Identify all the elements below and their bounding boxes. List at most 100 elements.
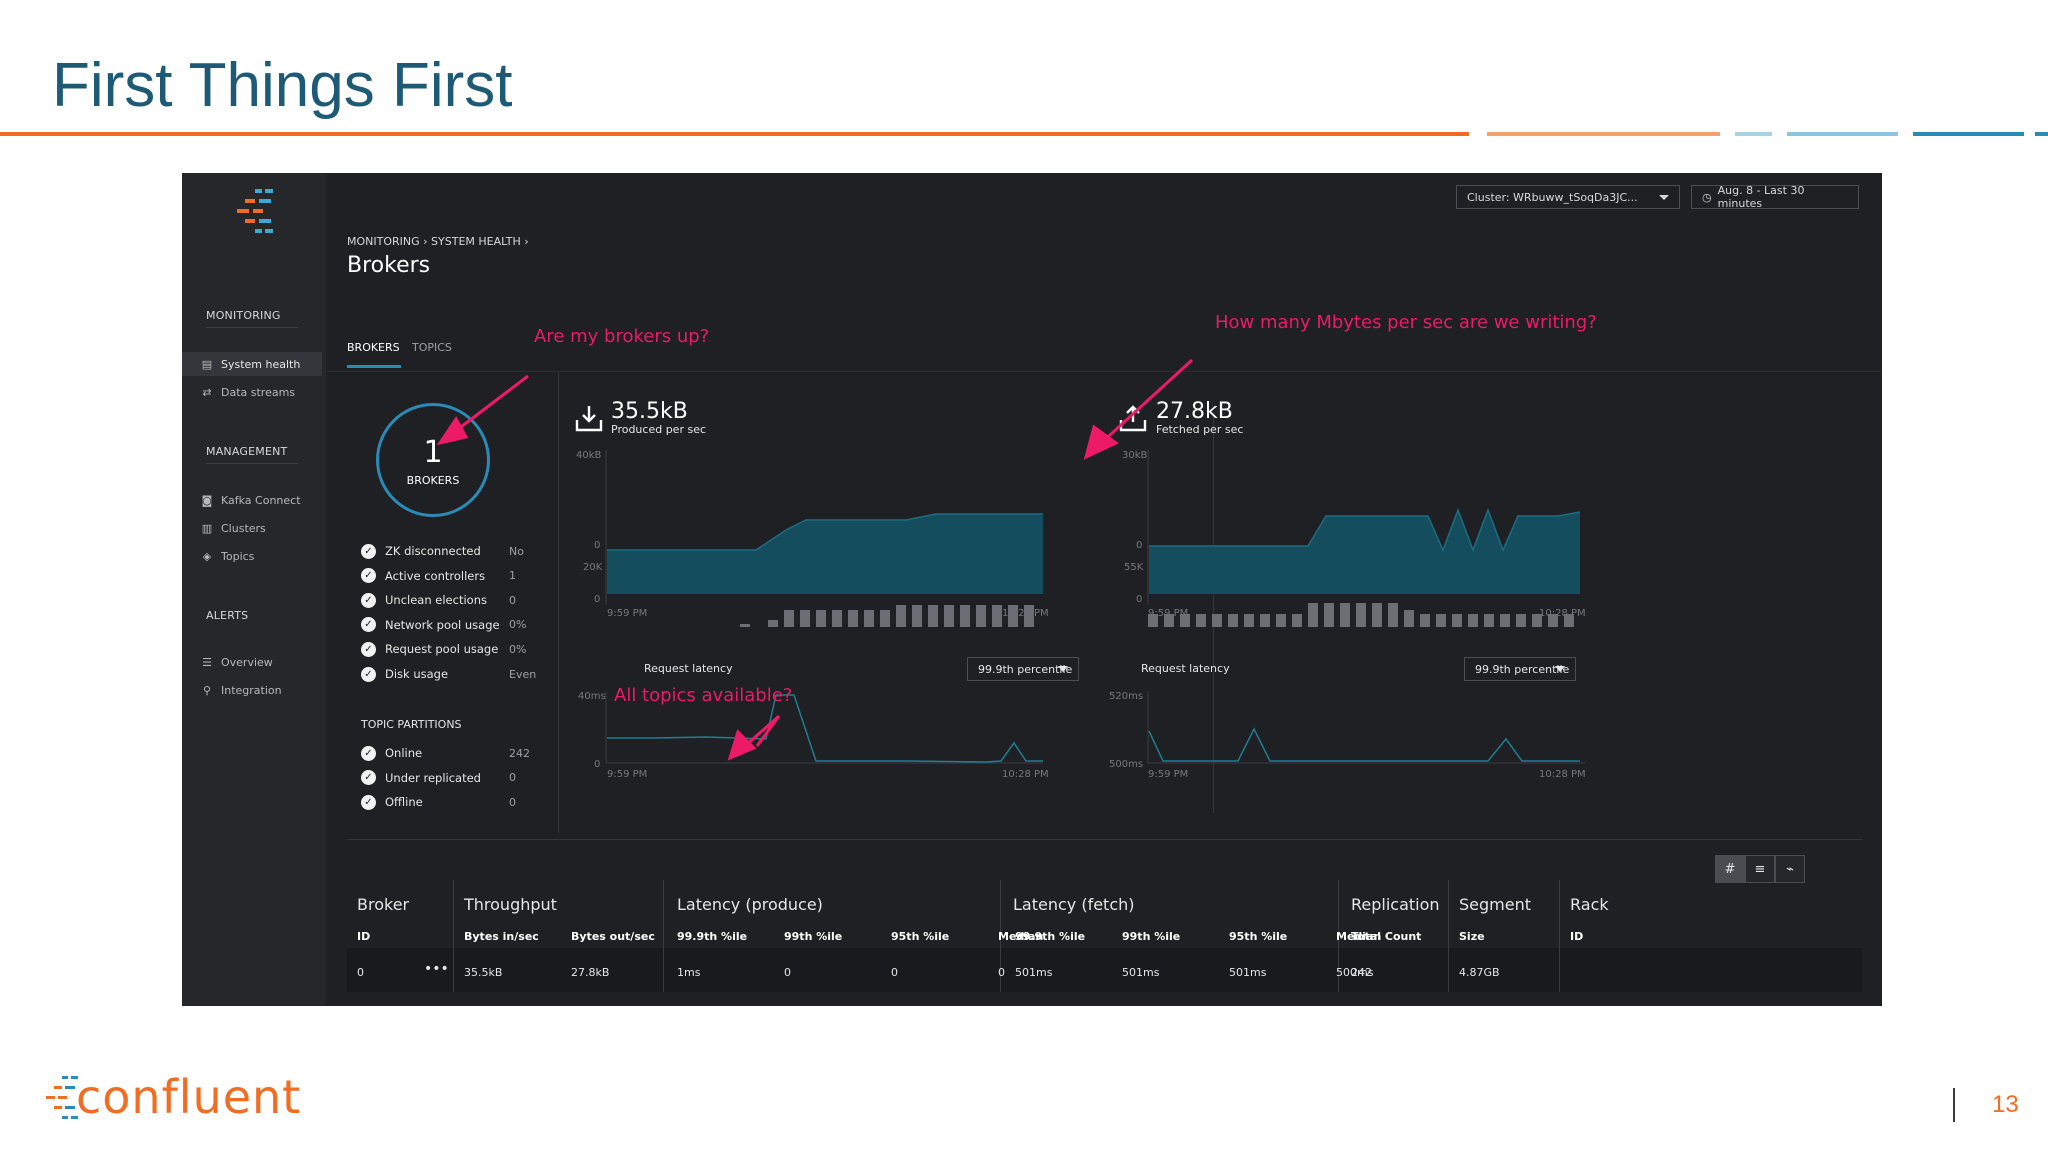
sidebar-item-label: System health [221, 357, 301, 371]
divider [1000, 880, 1001, 992]
annotation-mbytes: How many Mbytes per sec are we writing? [1215, 312, 1597, 333]
integration-icon: ⚲ [202, 683, 212, 697]
fetched-latency-x-end: 10:28 PM [1539, 769, 1586, 780]
time-range-value: Aug. 8 - Last 30 minutes [1717, 184, 1805, 210]
table-column-header[interactable]: 99.9th %ile [677, 930, 748, 943]
produced-message-bars [740, 605, 1034, 627]
table-group-header: Broker [357, 895, 410, 914]
table-group-header: Throughput [464, 895, 557, 914]
topic-partitions-title: TOPIC PARTITIONS [361, 718, 462, 731]
table-column-header[interactable]: Bytes out/sec [571, 930, 655, 943]
table-cell: 500ms [1336, 966, 1374, 979]
table-row[interactable] [347, 948, 1862, 992]
topic-partition-value: 0 [509, 795, 516, 809]
cluster-select[interactable]: Cluster: WRbuww_tSoqDa3JC... [1456, 185, 1680, 209]
table-column-header[interactable]: 95th %ile [1229, 930, 1288, 943]
check-icon: ✓ [361, 641, 376, 657]
table-cell: 4.87GB [1459, 966, 1500, 979]
table-column-header[interactable]: ID [357, 930, 371, 943]
confluent-logo-icon [237, 189, 273, 233]
tab-brokers[interactable]: BROKERS [347, 341, 400, 354]
divider [347, 839, 1862, 840]
table-column-header[interactable]: 95th %ile [891, 930, 950, 943]
sidebar-item-label: Data streams [221, 385, 296, 399]
table-cell: 501ms [1015, 966, 1053, 979]
table-cell: 1ms [677, 966, 701, 979]
sidebar-item-data-streams[interactable]: ⇄ Data streams [182, 380, 322, 404]
table-column-header[interactable]: 99th %ile [784, 930, 843, 943]
list-view-button[interactable]: ≡ [1745, 855, 1775, 883]
table-column-header[interactable]: 99.9th %ile [1015, 930, 1086, 943]
produced-percentile-value: 99.9th percentile [978, 662, 1073, 676]
fetched-latency-x-start: 9:59 PM [1148, 769, 1189, 780]
topic-partition-row: ✓ Online 242 [361, 743, 530, 763]
health-check-value: Even [509, 667, 537, 681]
sidebar-item-clusters[interactable]: ▥ Clusters [182, 516, 322, 540]
title-rule-sky [1787, 132, 1898, 136]
chart-icon: ▤ [201, 357, 213, 371]
produced-latency-label: Request latency [644, 662, 733, 675]
table-column-header[interactable]: Bytes in/sec [464, 930, 539, 943]
sidebar-item-system-health[interactable]: ▤ System health [182, 352, 322, 376]
sidebar-item-overview[interactable]: ☰ Overview [182, 650, 322, 674]
breadcrumb-monitoring[interactable]: MONITORING [347, 235, 420, 248]
health-check-value: 1 [509, 569, 516, 583]
fetched-y-zero: 0 [1136, 540, 1143, 551]
sidebar-item-topics[interactable]: ◈ Topics [182, 544, 322, 568]
health-check-label: Request pool usage [385, 642, 499, 657]
chevron-down-icon [1555, 666, 1565, 672]
table-column-header[interactable]: ID [1570, 930, 1584, 943]
divider [206, 463, 298, 464]
table-cell: 501ms [1122, 966, 1160, 979]
check-icon: ✓ [361, 745, 376, 761]
sidebar-item-integration[interactable]: ⚲ Integration [182, 678, 322, 702]
grid-view-button[interactable]: # [1715, 855, 1745, 883]
table-column-header[interactable]: Size [1459, 930, 1485, 943]
produced-latency-x-start: 9:59 PM [607, 769, 648, 780]
sidebar-section-monitoring: MONITORING [206, 309, 281, 322]
table-group-header: Latency (produce) [677, 895, 823, 914]
sidebar-item-label: Integration [221, 683, 282, 697]
topics-icon: ◈ [202, 549, 212, 563]
table-column-header[interactable]: Median [1336, 930, 1382, 943]
produced-bar-zero: 0 [594, 594, 601, 605]
divider [1448, 880, 1449, 992]
chart-view-button[interactable]: ⌁ [1775, 855, 1805, 883]
confluent-logo-icon [46, 1076, 78, 1119]
fetched-latency-bottom: 500ms [1109, 759, 1144, 770]
table-column-header[interactable]: Median [998, 930, 1044, 943]
table-cell: 0 [784, 966, 791, 979]
topic-partition-row: ✓ Offline 0 [361, 792, 516, 812]
fetched-latency-top: 520ms [1109, 691, 1144, 702]
health-check-label: Unclean elections [385, 593, 487, 608]
sidebar-item-label: Clusters [221, 521, 266, 535]
table-cell: 501ms [1229, 966, 1267, 979]
brokers-ring [376, 403, 490, 517]
table-column-header[interactable]: 99th %ile [1122, 930, 1181, 943]
fetched-value: 27.8kB [1156, 399, 1233, 424]
cluster-select-value: Cluster: WRbuww_tSoqDa3JC... [1467, 190, 1638, 204]
list-icon: ☰ [202, 655, 212, 669]
time-range-select[interactable]: ◷ Aug. 8 - Last 30 minutes [1691, 184, 1859, 210]
title-rule-peach [1487, 132, 1720, 136]
health-check-label: Active controllers [385, 568, 486, 583]
fetched-percentile-select[interactable]: 99.9th percentile [1464, 657, 1576, 681]
produced-percentile-select[interactable]: 99.9th percentile [967, 657, 1079, 681]
tab-topics[interactable]: TOPICS [412, 341, 452, 354]
produced-value: 35.5kB [611, 399, 688, 424]
row-actions-icon[interactable]: ••• [424, 961, 449, 977]
breadcrumb-system-health[interactable]: SYSTEM HEALTH [431, 235, 521, 248]
produced-latency-zero: 0 [594, 759, 601, 770]
annotation-arrows [436, 358, 1194, 761]
chevron-right-icon: › [423, 235, 432, 248]
produced-y-top: 40kB [576, 450, 602, 461]
sidebar: MONITORING ▤ System health ⇄ Data stream… [182, 173, 326, 1006]
table-cell: 0 [998, 966, 1005, 979]
health-check-value: 0 [509, 593, 516, 607]
sidebar-item-label: Kafka Connect [221, 493, 301, 507]
table-column-header[interactable]: Total Count [1351, 930, 1422, 943]
health-check-row: ✓ ZK disconnected No [361, 541, 524, 561]
clock-icon: ◷ [1702, 190, 1712, 204]
table-group-header: Segment [1459, 895, 1531, 914]
sidebar-item-kafka-connect[interactable]: ◙ Kafka Connect [182, 488, 322, 512]
